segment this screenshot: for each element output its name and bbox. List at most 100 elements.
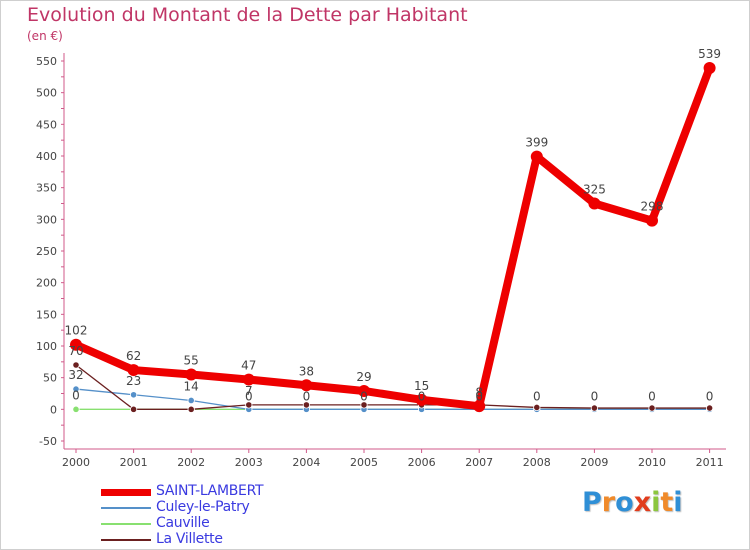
- data-label: 14: [184, 379, 199, 393]
- data-label: 399: [525, 136, 548, 150]
- chart-title: Evolution du Montant de la Dette par Hab…: [27, 4, 468, 26]
- data-label: 0: [245, 389, 253, 403]
- logo-letter: i: [651, 487, 661, 518]
- legend-swatch: [101, 489, 151, 496]
- x-tick-label: 2002: [177, 456, 205, 469]
- data-label: 62: [126, 349, 141, 363]
- data-point-culey-le-patry: [130, 391, 138, 399]
- data-label: 8: [475, 385, 483, 399]
- legend-label: Culey-le-Patry: [156, 499, 250, 515]
- data-point-saint-lambert: [415, 393, 428, 406]
- data-label: 0: [706, 389, 714, 403]
- x-tick-label: 2010: [638, 456, 666, 469]
- series-line-culey-le-patry: [75, 388, 711, 410]
- x-tick-label: 2008: [523, 456, 551, 469]
- legend-swatch: [101, 507, 151, 509]
- legend-swatch: [101, 523, 151, 525]
- data-point-la-villette: [245, 401, 253, 409]
- x-tick-label: 2011: [696, 456, 724, 469]
- data-label: 539: [698, 47, 721, 61]
- data-label: 32: [68, 368, 83, 382]
- data-point-la-villette: [533, 403, 541, 412]
- logo-letter: x: [633, 487, 652, 518]
- x-tick-label: 2003: [235, 456, 263, 469]
- data-label: 0: [591, 389, 599, 403]
- data-point-la-villette: [590, 404, 599, 412]
- data-label: 0: [418, 389, 426, 403]
- data-label: 7: [245, 384, 253, 398]
- data-point-culey-le-patry: [72, 385, 80, 393]
- x-tick-label: 2001: [120, 456, 148, 469]
- data-label: 0: [360, 389, 368, 403]
- data-point-saint-lambert: [646, 214, 658, 227]
- y-tick-label: 400: [36, 150, 57, 163]
- x-tick-label: 2004: [292, 456, 320, 469]
- logo-letter: i: [673, 487, 683, 518]
- data-label: 0: [475, 389, 483, 403]
- data-point-la-villette: [648, 404, 656, 412]
- y-tick-label: 450: [36, 118, 57, 131]
- data-label: 325: [583, 183, 606, 197]
- data-label: 15: [414, 379, 429, 393]
- data-point-la-villette: [130, 405, 138, 413]
- data-label: 47: [241, 359, 256, 373]
- data-point-saint-lambert: [588, 197, 601, 210]
- x-tick-label: 2007: [465, 456, 493, 469]
- x-tick-label: 2000: [62, 456, 90, 469]
- data-point-saint-lambert: [70, 338, 82, 351]
- data-point-la-villette: [302, 401, 310, 409]
- y-tick-label: 100: [36, 340, 57, 353]
- legend-label: Cauville: [156, 515, 210, 531]
- y-tick-label: 150: [36, 308, 57, 321]
- y-tick-label: 500: [36, 87, 57, 100]
- data-label: 29: [356, 370, 371, 384]
- data-point-cauville: [72, 405, 80, 413]
- legend-label: La Villette: [156, 531, 223, 547]
- data-point-la-villette: [705, 404, 714, 412]
- y-tick-label: 300: [36, 213, 57, 226]
- series-line-la-villette: [75, 364, 711, 410]
- x-tick-label: 2006: [408, 456, 436, 469]
- x-tick-label: 2005: [350, 456, 378, 469]
- data-point-culey-le-patry: [187, 396, 195, 405]
- data-label: 298: [641, 200, 664, 214]
- y-tick-label: 250: [36, 245, 57, 258]
- data-label: 0: [648, 389, 656, 403]
- logo-letter: r: [601, 487, 616, 518]
- logo-letter: t: [660, 487, 674, 518]
- y-tick-label: 200: [36, 277, 57, 290]
- data-point-saint-lambert: [300, 379, 313, 392]
- data-label: 23: [126, 374, 141, 388]
- x-tick-label: 2009: [580, 456, 608, 469]
- data-point-saint-lambert: [242, 373, 255, 386]
- series-line-saint-lambert: [72, 63, 714, 411]
- data-point-la-villette: [187, 405, 195, 413]
- data-point-saint-lambert: [127, 364, 140, 377]
- data-label: 38: [299, 364, 314, 378]
- data-point-saint-lambert: [185, 368, 198, 381]
- data-label: 0: [533, 389, 541, 403]
- legend-swatch: [101, 539, 151, 541]
- y-tick-label: -50: [39, 435, 57, 448]
- data-point-saint-lambert: [358, 384, 370, 397]
- legend-label: SAINT-LAMBERT: [156, 483, 264, 499]
- data-point-la-villette: [72, 361, 80, 369]
- y-tick-label: 50: [43, 372, 57, 385]
- data-label: 70: [68, 344, 83, 358]
- data-label: 55: [184, 354, 199, 368]
- logo-letter: o: [615, 487, 634, 518]
- y-tick-label: 0: [50, 403, 57, 416]
- y-tick-label: 550: [36, 55, 57, 68]
- proxiti-logo: Proxiti: [582, 487, 683, 518]
- data-label: 0: [72, 388, 80, 402]
- y-tick-label: 350: [36, 182, 57, 195]
- data-point-saint-lambert: [530, 150, 543, 163]
- data-point-la-villette: [360, 401, 368, 409]
- chart-unit-label: (en €): [27, 29, 63, 43]
- data-label: 102: [65, 324, 88, 338]
- data-point-saint-lambert: [473, 400, 486, 413]
- data-label: 0: [303, 389, 311, 403]
- data-point-saint-lambert: [703, 61, 716, 74]
